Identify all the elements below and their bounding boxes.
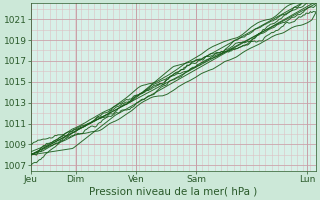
X-axis label: Pression niveau de la mer( hPa ): Pression niveau de la mer( hPa ) [89,187,258,197]
